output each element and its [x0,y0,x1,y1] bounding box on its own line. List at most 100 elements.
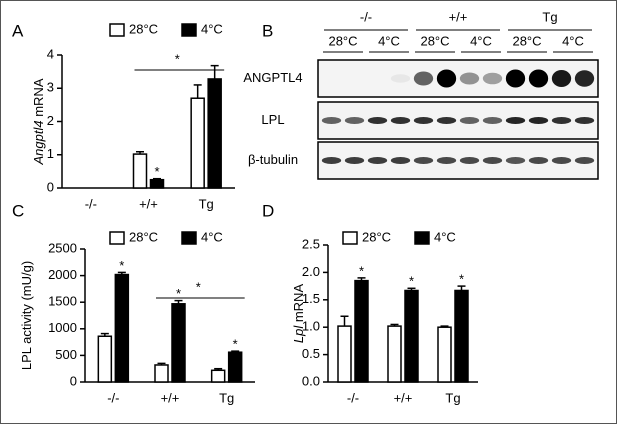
y-tick-label: 2500 [48,240,77,255]
blot-band [528,117,549,124]
blot-band [505,69,526,88]
legend-swatch [342,231,358,245]
blot-band [436,157,457,164]
blot-band [413,117,434,124]
y-axis-label: LPL activity (mU/g) [19,261,34,370]
significance-star: * [119,258,124,273]
legend-swatch [181,231,197,245]
blot-band [551,157,572,164]
blot-band [505,157,526,164]
y-tick-label: 0.0 [302,373,320,388]
blot-band [459,117,480,124]
group-label: Tg [542,9,557,24]
y-tick-label: 2.0 [302,264,320,279]
y-tick-label: 1000 [48,320,77,335]
legend-swatch [109,231,125,245]
condition-label: 28°C [512,33,541,48]
blot-band [528,157,549,164]
blot-band [574,117,595,124]
bar [354,279,369,383]
blot-band [344,157,365,164]
y-tick-label: 2.5 [302,236,320,251]
significance-star: * [409,274,414,289]
legend-label: 4°C [201,229,223,244]
blot-band [390,157,411,164]
x-tick-label: -/- [347,390,359,405]
panel-letter: C [12,201,24,220]
x-tick-label: +/+ [394,390,413,405]
blot-band [413,71,434,86]
bar [154,364,169,383]
bar [171,303,186,383]
blot-frame [317,101,599,140]
y-label-italic: Angptl4 [31,120,46,165]
blot-band [321,117,342,124]
blot-frame [317,59,599,98]
y-tick-label: 0 [47,179,54,194]
blot-band [574,157,595,164]
legend-label: 4°C [434,229,456,244]
blot-band [390,117,411,124]
y-axis-label: Angptl4 mRNA [31,78,46,165]
condition-label: 4°C [562,33,584,48]
y-axis-label: Lpl mRNA [291,284,306,344]
y-tick-label: 500 [55,347,77,362]
blot-band [482,157,503,164]
bar [387,325,402,383]
blot-band [390,74,411,83]
legend-swatch [109,23,125,37]
condition-label: 4°C [378,33,400,48]
group-label: -/- [360,9,372,24]
blot-band [367,117,388,124]
y-tick-label: 1500 [48,294,77,309]
x-tick-label: +/+ [139,196,158,211]
bar [437,326,452,383]
blot-band [482,72,503,85]
blot-band [459,157,480,164]
x-tick-label: Tg [219,390,234,405]
y-label-text: LPL activity (mU/g) [19,261,34,370]
significance-star: * [233,337,238,352]
blot-band [436,117,457,124]
row-label: LPL [261,112,284,127]
blot-band [367,157,388,164]
blot-band [574,70,595,87]
panel-letter: D [262,201,274,220]
y-tick-label: 1.0 [302,319,320,334]
bar [404,289,419,383]
significance-star: * [359,263,364,278]
legend-label: 28°C [129,229,158,244]
x-tick-label: -/- [85,196,97,211]
condition-label: 4°C [470,33,492,48]
bracket-star: * [196,279,201,294]
blot-band [528,69,549,88]
blot-band [321,157,342,164]
legend-swatch [414,231,430,245]
bar [207,78,222,189]
x-tick-label: +/+ [161,390,180,405]
y-tick-label: 1.5 [302,291,320,306]
significance-star: * [176,286,181,301]
x-tick-label: -/- [107,390,119,405]
x-tick-label: Tg [445,390,460,405]
y-tick-label: 1 [47,146,54,161]
y-label-text: mRNA [31,78,46,117]
significance-star: * [459,272,464,287]
y-tick-label: 3 [47,80,54,95]
group-label: +/+ [449,9,468,24]
blot-band [413,157,434,164]
y-tick-label: 0 [70,373,77,388]
y-tick-label: 0.5 [302,346,320,361]
bar [454,289,469,383]
legend-label: 28°C [129,21,158,36]
blot-band [459,72,480,85]
blot-frame [317,141,599,180]
x-tick-label: Tg [199,196,214,211]
blot-band [551,70,572,87]
y-label-text: mRNA [291,284,306,323]
legend-swatch [181,23,197,37]
panel-letter: A [12,21,24,40]
blot-band [436,69,457,88]
y-tick-label: 2 [47,113,54,128]
